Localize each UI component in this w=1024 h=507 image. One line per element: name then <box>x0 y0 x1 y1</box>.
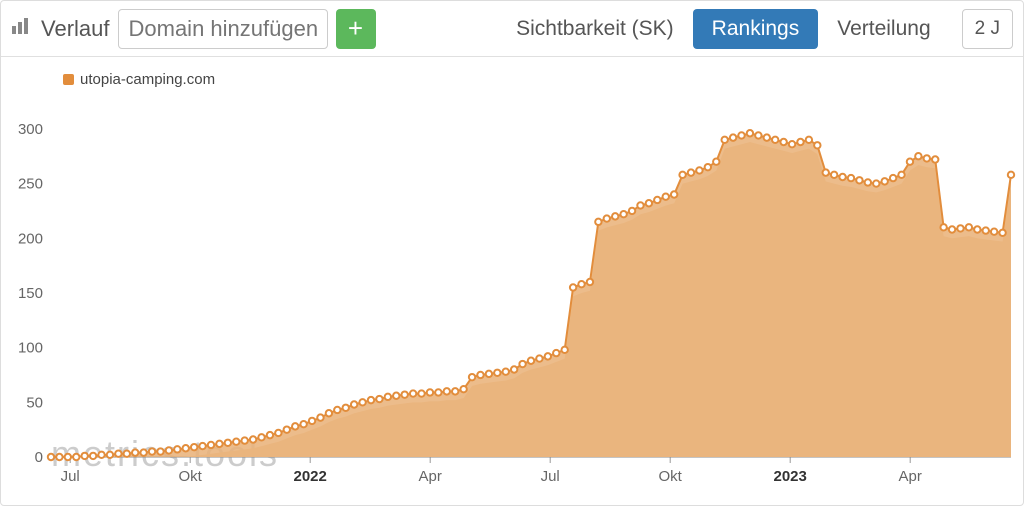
rankings-chart: 0 50 100 150 200 250 300 Jul Okt 2022 Apr Jul Okt 202… <box>1 57 1024 507</box>
svg-text:Apr: Apr <box>419 468 442 485</box>
svg-text:300: 300 <box>18 121 43 138</box>
svg-text:150: 150 <box>18 285 43 302</box>
svg-text:Jul: Jul <box>61 468 80 485</box>
svg-text:200: 200 <box>18 230 43 247</box>
panel-title: Verlauf <box>41 16 110 42</box>
svg-text:2023: 2023 <box>774 468 807 485</box>
svg-text:2022: 2022 <box>294 468 327 485</box>
app-container: Verlauf + Sichtbarkeit (SK) Rankings Ver… <box>0 0 1024 506</box>
chart-area: utopia-camping.com metrics.tools 0501001… <box>1 57 1023 507</box>
svg-text:100: 100 <box>18 340 43 357</box>
svg-text:Okt: Okt <box>179 468 203 485</box>
chart-bar-icon <box>11 17 31 40</box>
svg-text:Apr: Apr <box>899 468 922 485</box>
svg-text:Jul: Jul <box>541 468 560 485</box>
add-domain-button[interactable]: + <box>336 9 376 49</box>
svg-text:Okt: Okt <box>659 468 683 485</box>
tab-rankings[interactable]: Rankings <box>693 9 819 49</box>
svg-text:250: 250 <box>18 176 43 193</box>
top-bar-right: Sichtbarkeit (SK) Rankings Verteilung 2 … <box>497 9 1013 49</box>
tab-sichtbarkeit[interactable]: Sichtbarkeit (SK) <box>497 9 693 49</box>
svg-text:0: 0 <box>35 449 43 466</box>
top-bar-left: Verlauf + <box>11 9 376 49</box>
period-button[interactable]: 2 J <box>962 9 1013 49</box>
tab-verteilung[interactable]: Verteilung <box>818 9 949 49</box>
top-bar: Verlauf + Sichtbarkeit (SK) Rankings Ver… <box>1 1 1023 57</box>
domain-input[interactable] <box>118 9 328 49</box>
svg-text:50: 50 <box>26 394 43 411</box>
